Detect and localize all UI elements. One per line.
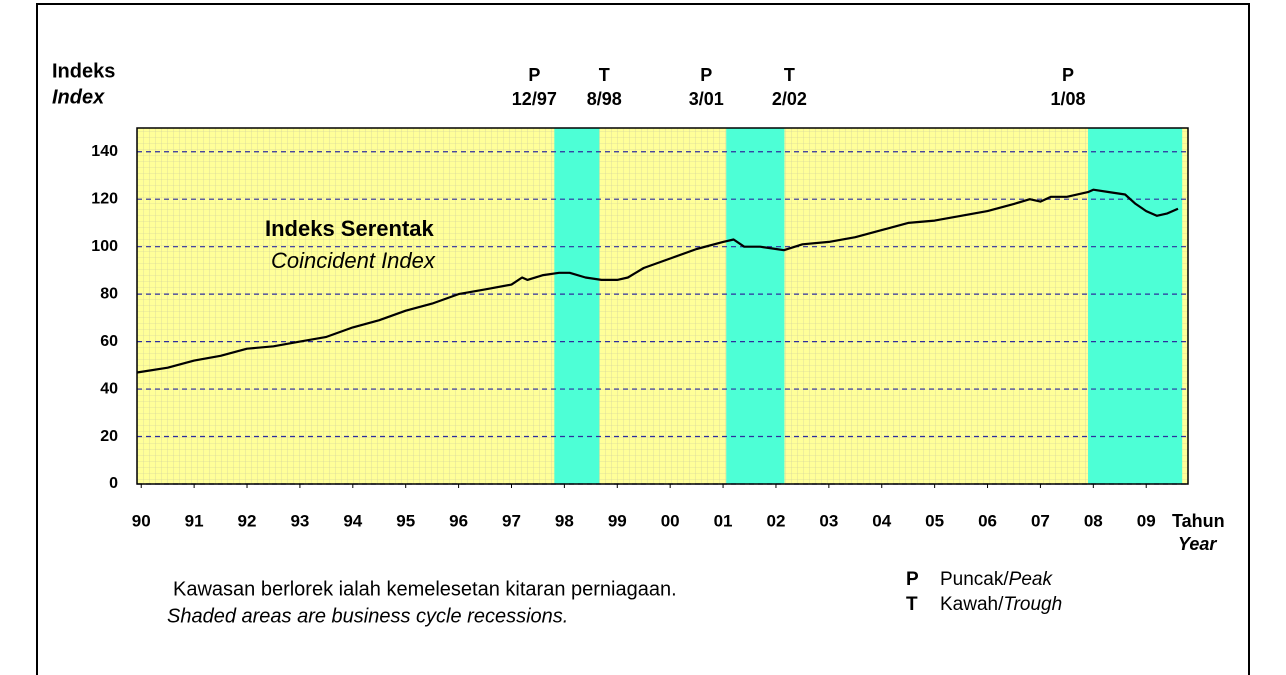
x-tick-label: 09 xyxy=(1137,511,1156,530)
x-tick-label: 95 xyxy=(396,511,415,530)
x-tick-label: 94 xyxy=(343,511,362,530)
recession-band xyxy=(726,128,785,484)
y-tick-label: 100 xyxy=(91,238,118,255)
peak-date: 12/97 xyxy=(512,89,557,109)
x-tick-label: 02 xyxy=(766,511,785,530)
recession-band xyxy=(554,128,600,484)
legend-text-en: Peak xyxy=(1009,569,1054,590)
x-tick-label: 93 xyxy=(290,511,309,530)
legend-text-en: Trough xyxy=(1003,594,1062,615)
trough-date: 8/98 xyxy=(587,89,622,109)
recession-band xyxy=(1088,128,1183,484)
x-tick-label: 90 xyxy=(132,511,151,530)
y-tick-label: 60 xyxy=(100,333,118,350)
x-tick-label: 91 xyxy=(185,511,204,530)
x-tick-label: 97 xyxy=(502,511,521,530)
series-line xyxy=(136,188,1179,374)
x-tick-label: 08 xyxy=(1084,511,1103,530)
plot-texture xyxy=(137,128,1188,484)
y-tick-label: 120 xyxy=(91,190,118,207)
legend-text: Puncak/Peak xyxy=(940,569,1053,590)
y-axis-label-en: Index xyxy=(52,86,105,108)
trough-symbol: T xyxy=(784,65,795,85)
plot-border xyxy=(136,127,1189,485)
trough-date: 2/02 xyxy=(772,89,807,109)
frame xyxy=(36,3,1250,675)
x-tick-label: 01 xyxy=(714,511,733,530)
legend-symbol: T xyxy=(906,594,918,615)
y-tick-label: 20 xyxy=(100,428,118,445)
peak-date: 3/01 xyxy=(689,89,724,109)
x-tick-label: 06 xyxy=(978,511,997,530)
trough-symbol: T xyxy=(599,65,610,85)
x-axis-label-en: Year xyxy=(1178,534,1217,554)
note: Kawasan berlorek ialah kemelesetan kitar… xyxy=(173,578,677,600)
x-tick-label: 07 xyxy=(1031,511,1050,530)
peak-symbol: P xyxy=(528,65,540,85)
y-tick-label: 0 xyxy=(109,475,118,492)
x-axis-label: Tahun xyxy=(1172,511,1225,531)
legend-text-ms: Kawah/ xyxy=(940,594,1004,615)
x-tick-label: 96 xyxy=(449,511,468,530)
legend-text-ms: Puncak/ xyxy=(940,569,1009,590)
note-en: Shaded areas are business cycle recessio… xyxy=(167,605,568,627)
y-tick-label: 40 xyxy=(100,380,118,397)
x-tick-label: 00 xyxy=(661,511,680,530)
legend-symbol: P xyxy=(906,569,919,590)
x-tick-label: 03 xyxy=(819,511,838,530)
plot-area xyxy=(136,127,1189,488)
peak-symbol: P xyxy=(1062,65,1074,85)
legend-text: Kawah/Trough xyxy=(940,594,1062,615)
x-tick-label: 04 xyxy=(872,511,891,530)
y-axis-label: Indeks xyxy=(52,60,115,82)
y-tick-label: 80 xyxy=(100,285,118,302)
series-label-en: Coincident Index xyxy=(271,248,436,273)
series-label: Indeks Serentak xyxy=(265,216,435,241)
x-tick-label: 98 xyxy=(555,511,574,530)
peak-date: 1/08 xyxy=(1051,89,1086,109)
y-tick-label: 140 xyxy=(91,143,118,160)
x-tick-label: 05 xyxy=(925,511,944,530)
peak-symbol: P xyxy=(700,65,712,85)
x-tick-label: 92 xyxy=(238,511,257,530)
x-tick-label: 99 xyxy=(608,511,627,530)
